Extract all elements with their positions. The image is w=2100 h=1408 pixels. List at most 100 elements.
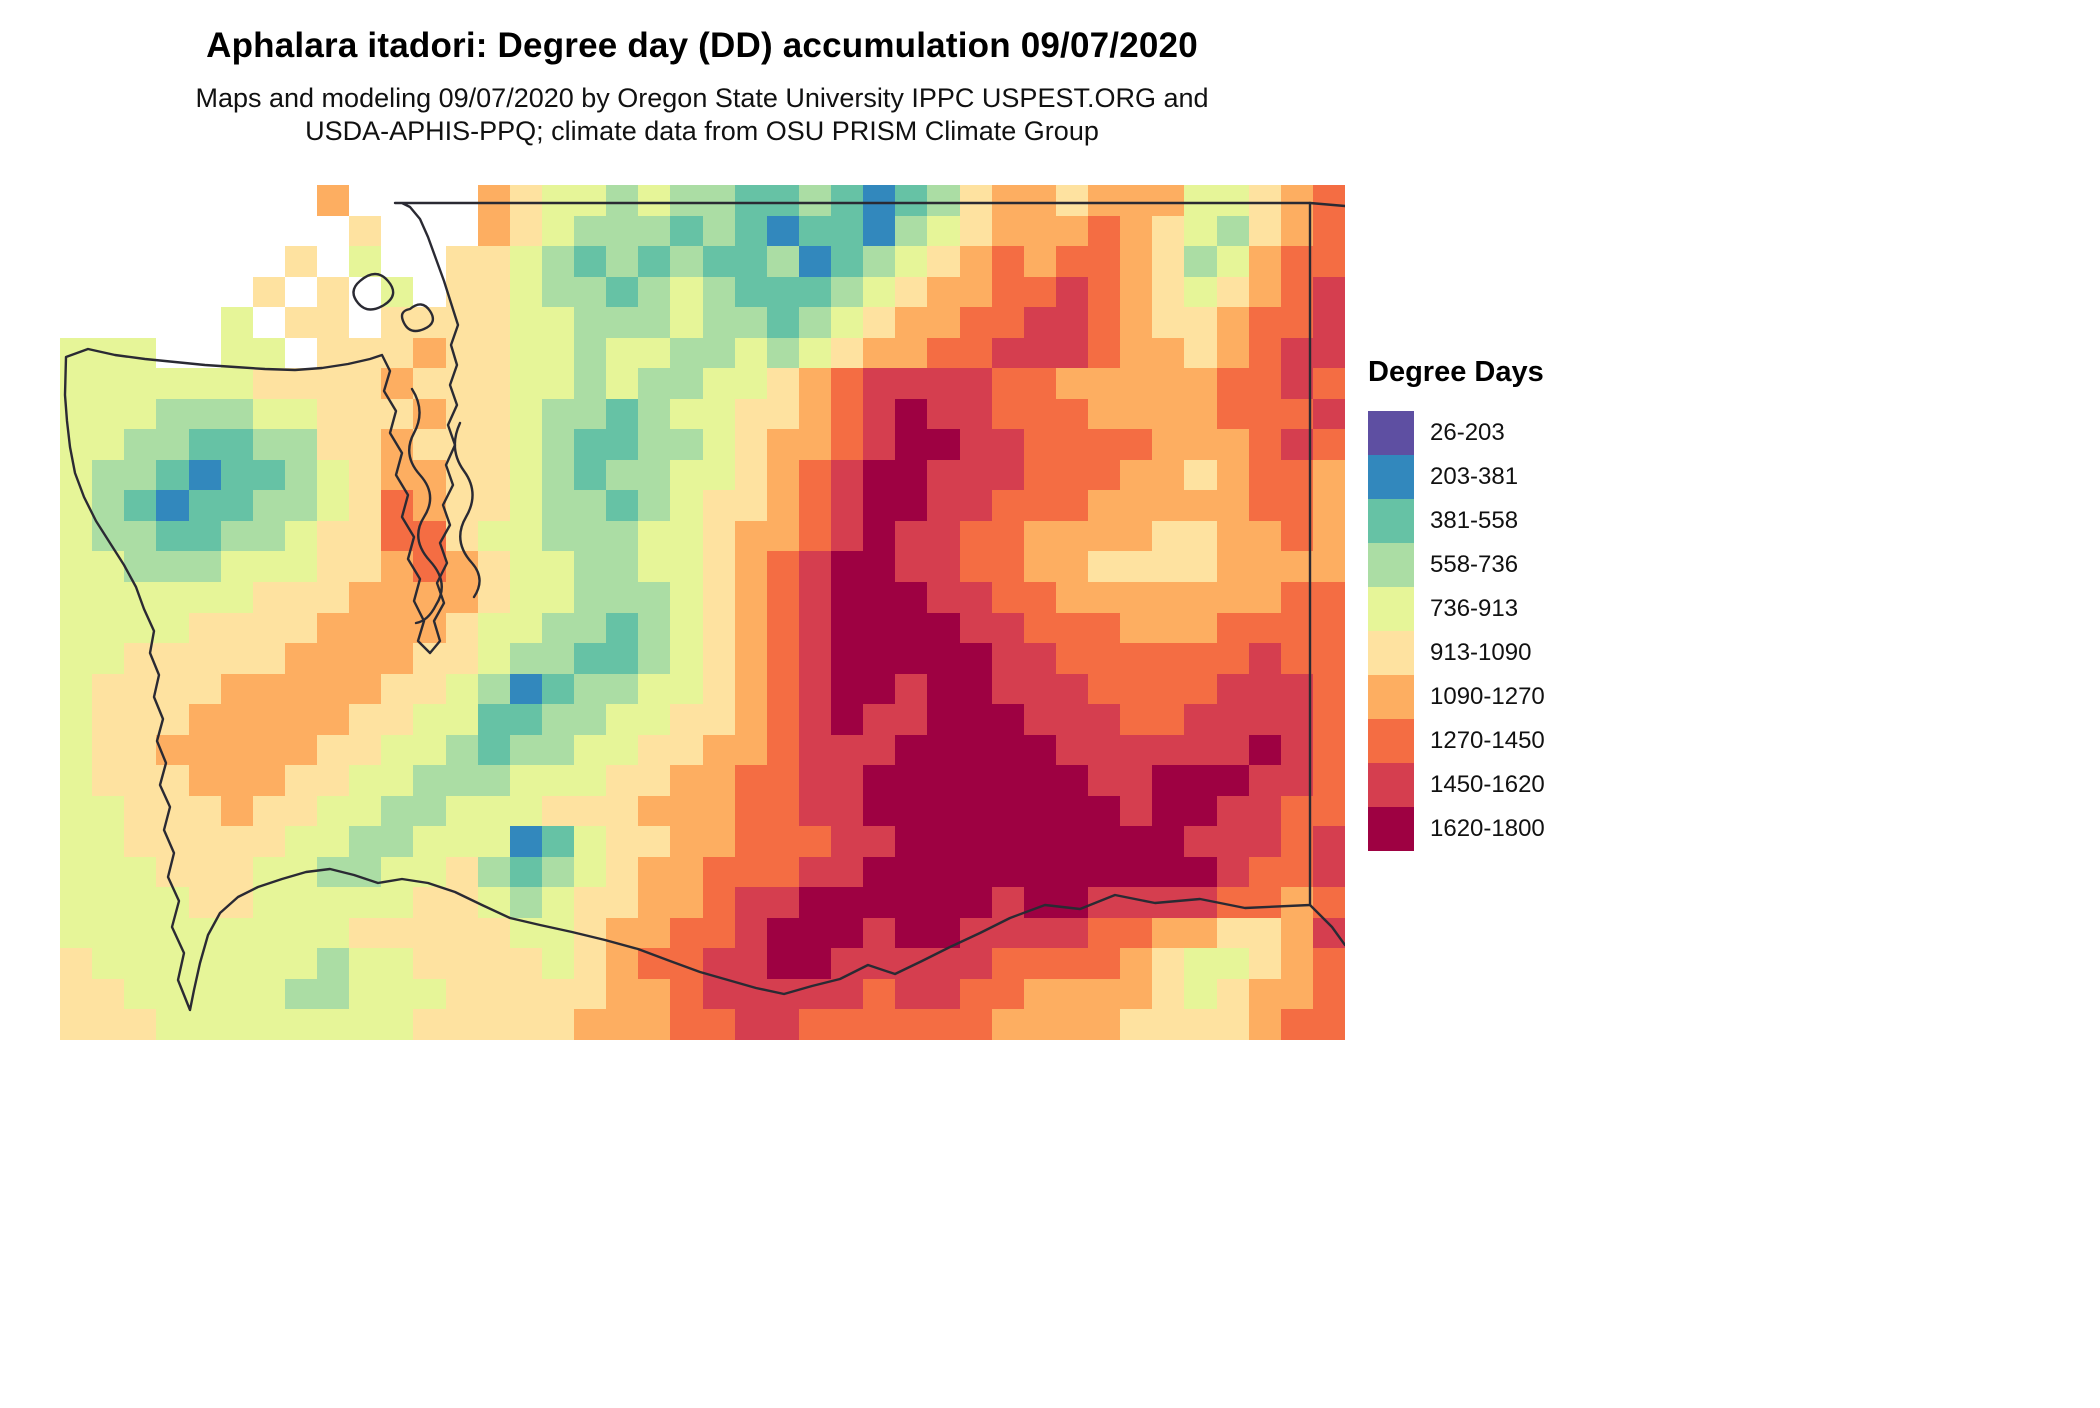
map-cell bbox=[284, 490, 317, 521]
map-cell bbox=[60, 795, 93, 827]
map-cell bbox=[1216, 978, 1249, 1010]
map-cell bbox=[1152, 307, 1185, 338]
map-cell bbox=[189, 338, 221, 369]
map-cell bbox=[734, 185, 767, 216]
map-cell bbox=[734, 887, 767, 918]
map-cell bbox=[1312, 246, 1345, 277]
map-cell bbox=[574, 643, 607, 674]
legend-label: 203-381 bbox=[1430, 463, 1519, 490]
map-cell bbox=[1055, 734, 1088, 766]
map-cell bbox=[317, 612, 350, 644]
legend-swatch bbox=[1368, 411, 1414, 455]
map-cell bbox=[798, 948, 831, 979]
map-cell bbox=[1184, 673, 1217, 705]
map-cell bbox=[1312, 215, 1345, 247]
map-cell bbox=[1120, 612, 1153, 644]
map-cell bbox=[413, 185, 445, 216]
map-cell bbox=[991, 978, 1024, 1010]
map-cell bbox=[349, 856, 382, 888]
map-cell bbox=[124, 765, 157, 796]
map-cell bbox=[638, 429, 671, 460]
map-cell bbox=[1216, 185, 1249, 216]
map-cell bbox=[766, 185, 799, 216]
map-cell bbox=[60, 368, 93, 399]
map-cell bbox=[1120, 429, 1153, 460]
map-cell bbox=[574, 1009, 607, 1040]
map-cell bbox=[60, 856, 93, 888]
map-cell bbox=[734, 612, 767, 644]
map-cell bbox=[895, 612, 928, 644]
map-cell bbox=[831, 368, 864, 399]
map-cell bbox=[1280, 276, 1313, 308]
map-cell bbox=[1280, 337, 1313, 369]
map-cell bbox=[1312, 1009, 1345, 1040]
map-cell bbox=[927, 185, 960, 216]
map-cell bbox=[1312, 765, 1345, 796]
map-cell bbox=[798, 704, 831, 735]
map-cell bbox=[1248, 429, 1281, 460]
map-cell bbox=[1248, 520, 1281, 552]
map-cell bbox=[927, 429, 960, 460]
map-cell bbox=[798, 612, 831, 644]
map-cell bbox=[991, 612, 1024, 644]
map-cell bbox=[1312, 917, 1345, 949]
map-cell bbox=[156, 216, 188, 247]
map-cell bbox=[381, 216, 413, 247]
map-cell bbox=[734, 307, 767, 338]
map-cell bbox=[60, 307, 92, 338]
map-cell bbox=[991, 856, 1024, 888]
map-cell bbox=[927, 520, 960, 552]
map-cell bbox=[1023, 978, 1056, 1010]
map-cell bbox=[1280, 246, 1313, 277]
map-cell bbox=[156, 338, 188, 369]
map-cell bbox=[831, 643, 864, 674]
map-cell bbox=[606, 581, 639, 613]
map-cell bbox=[284, 643, 317, 674]
map-cell bbox=[702, 581, 735, 613]
map-cell bbox=[188, 459, 221, 491]
map-cell bbox=[1184, 856, 1217, 888]
map-cell bbox=[317, 490, 350, 521]
map-cell bbox=[574, 917, 607, 949]
map-cell bbox=[541, 246, 574, 277]
map-cell bbox=[798, 520, 831, 552]
map-cell bbox=[156, 704, 189, 735]
map-cell bbox=[798, 917, 831, 949]
map-cell bbox=[1280, 856, 1313, 888]
map-cell bbox=[188, 978, 221, 1010]
map-cell bbox=[606, 673, 639, 705]
map-cell bbox=[1023, 765, 1056, 796]
map-cell bbox=[188, 1009, 221, 1040]
map-cell bbox=[927, 551, 960, 582]
map-cell bbox=[124, 398, 157, 430]
map-cell bbox=[60, 765, 93, 796]
map-cell bbox=[863, 337, 896, 369]
map-cell bbox=[831, 429, 864, 460]
map-cell bbox=[1055, 978, 1088, 1010]
map-cell bbox=[1023, 1009, 1056, 1040]
map-cell bbox=[831, 765, 864, 796]
map-cell bbox=[1216, 948, 1249, 979]
map-cell bbox=[766, 459, 799, 491]
map-cell bbox=[895, 704, 928, 735]
map-cell bbox=[702, 429, 735, 460]
map-cell bbox=[638, 917, 671, 949]
map-cell bbox=[124, 277, 156, 308]
map-cell bbox=[1248, 337, 1281, 369]
map-cell bbox=[188, 673, 221, 705]
map-cell bbox=[991, 246, 1024, 277]
map-cell bbox=[606, 643, 639, 674]
map-cell bbox=[1216, 795, 1249, 827]
map-cell bbox=[927, 368, 960, 399]
map-cell bbox=[92, 368, 125, 399]
map-cell bbox=[156, 490, 189, 521]
map-cell bbox=[189, 185, 221, 216]
map-cell bbox=[670, 734, 703, 766]
map-cell bbox=[1088, 673, 1121, 705]
map-cell bbox=[188, 581, 221, 613]
map-cell bbox=[1248, 185, 1281, 216]
map-cell bbox=[1023, 704, 1056, 735]
map-cell bbox=[1120, 673, 1153, 705]
map-cell bbox=[349, 459, 382, 491]
map-cell bbox=[284, 765, 317, 796]
